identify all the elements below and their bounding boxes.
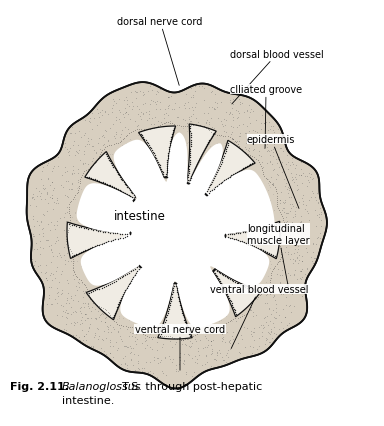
- Text: intestine.: intestine.: [62, 395, 114, 405]
- Text: epidermis: epidermis: [247, 135, 299, 209]
- Text: Fig. 2.11.: Fig. 2.11.: [10, 381, 69, 391]
- Text: longitudinal
muscle layer: longitudinal muscle layer: [247, 224, 310, 294]
- Text: clliated groove: clliated groove: [230, 85, 302, 149]
- Polygon shape: [85, 152, 136, 201]
- Text: . T.S. through post-hepatic: . T.S. through post-hepatic: [115, 381, 262, 391]
- Polygon shape: [67, 222, 130, 259]
- Polygon shape: [205, 141, 255, 196]
- Text: ventral nerve cord: ventral nerve cord: [135, 324, 225, 370]
- Text: ventral blood vessel: ventral blood vessel: [210, 284, 308, 348]
- Polygon shape: [86, 265, 141, 320]
- Text: intestine: intestine: [114, 210, 166, 223]
- Polygon shape: [77, 133, 275, 328]
- Polygon shape: [225, 222, 280, 259]
- Text: Balanoglossus: Balanoglossus: [62, 381, 141, 391]
- Text: dorsal blood vessel: dorsal blood vessel: [230, 50, 324, 105]
- Polygon shape: [158, 283, 192, 339]
- Polygon shape: [26, 83, 327, 389]
- Circle shape: [130, 187, 220, 276]
- Polygon shape: [187, 125, 216, 184]
- Polygon shape: [139, 127, 175, 178]
- Text: dorsal nerve cord: dorsal nerve cord: [118, 17, 203, 86]
- Polygon shape: [213, 269, 261, 317]
